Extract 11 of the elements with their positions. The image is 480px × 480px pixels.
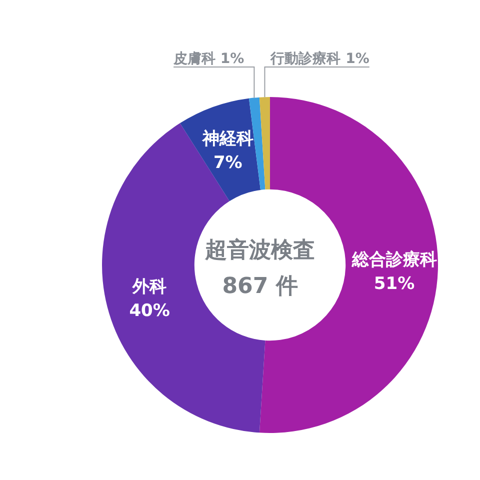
slice-label: 神経科 <box>201 129 254 150</box>
donut-slice <box>259 97 270 190</box>
slice-label: 行動診療科 1% <box>270 50 370 67</box>
data-label: 7% <box>213 153 242 174</box>
slice-label: 総合診療科 <box>350 250 437 270</box>
data-label: 40% <box>129 300 170 321</box>
slice-label: 外科 <box>132 276 167 297</box>
data-label: 51% <box>374 274 415 294</box>
slice-label: 皮膚科 1% <box>172 51 244 67</box>
text: 超音波検査 <box>204 237 315 263</box>
text: 867 件 <box>222 274 298 299</box>
